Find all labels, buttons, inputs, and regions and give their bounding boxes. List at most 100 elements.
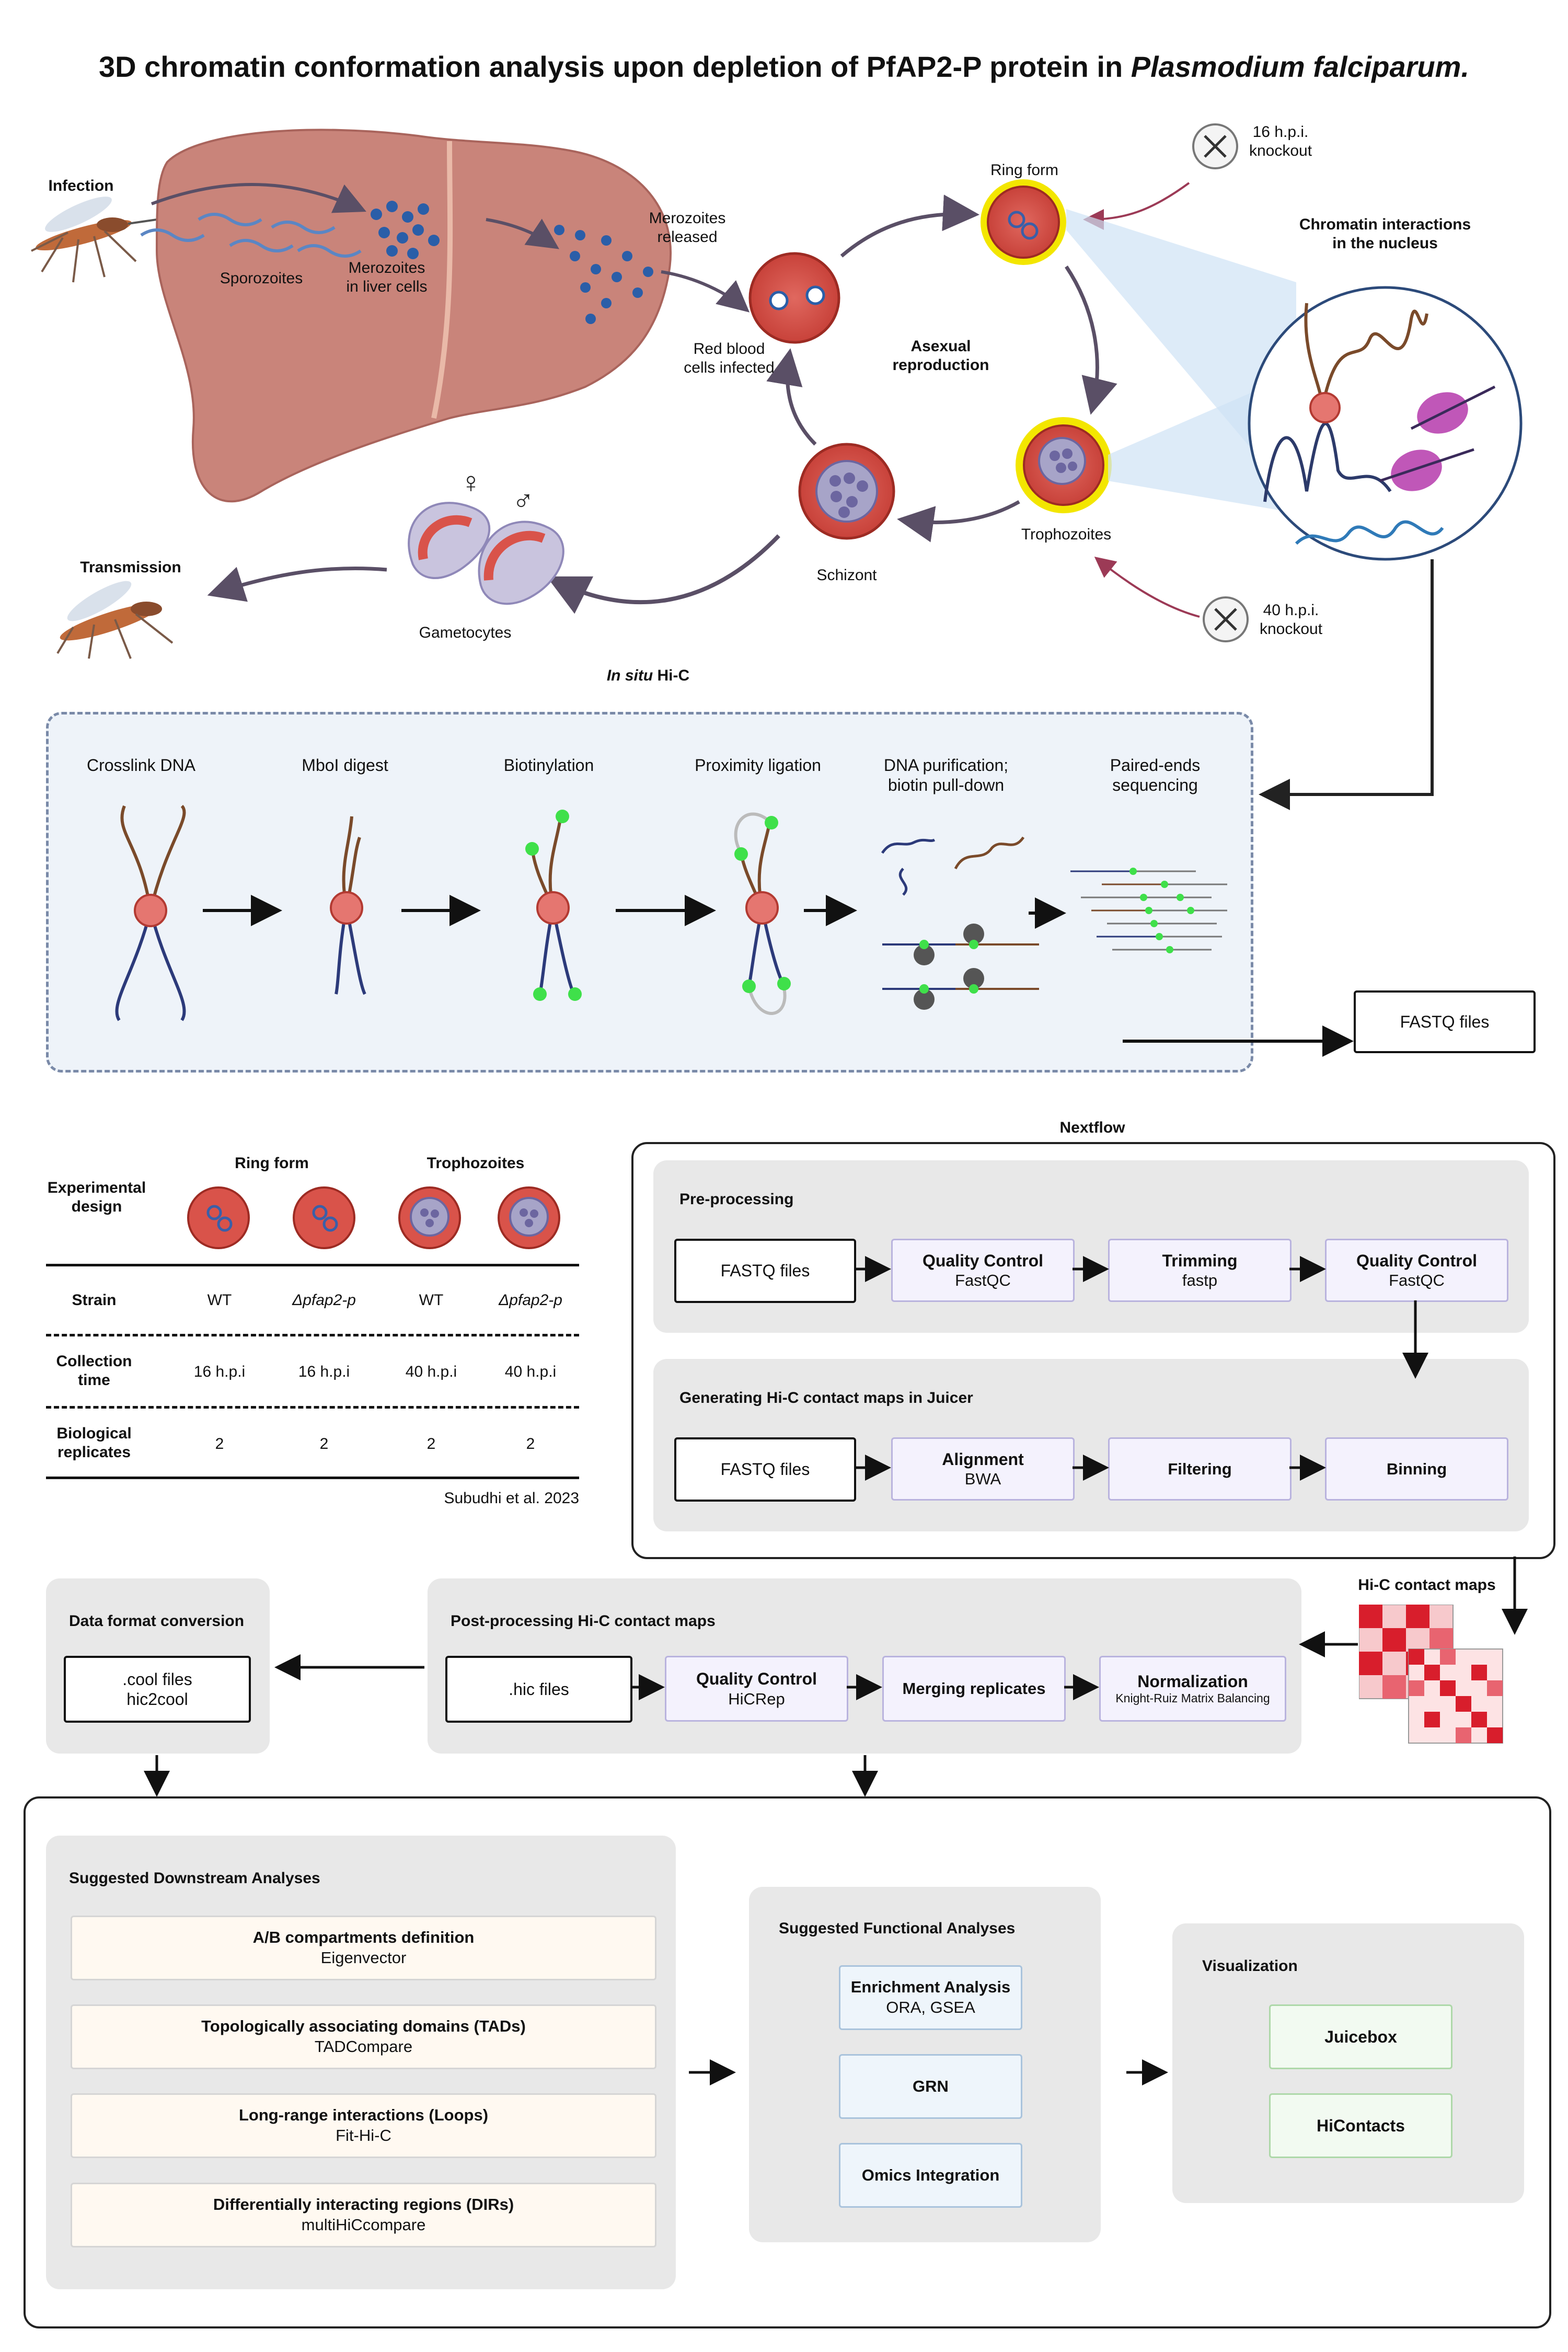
hic-step-2: MboI digest — [302, 756, 388, 775]
visualization-title: Visualization — [1202, 1957, 1298, 1975]
design-row-label-time: Collection time — [56, 1353, 132, 1389]
design-troph-icon-2 — [498, 1186, 560, 1249]
design-row-label-replicates: Biological replicates — [56, 1425, 132, 1461]
nucleus-to-hic-arrow — [1259, 690, 1434, 810]
design-group-troph: Trophozoites — [426, 1155, 525, 1172]
contact-maps-label: Hi-C contact maps — [1358, 1576, 1496, 1594]
downstream-item-tads: Topologically associating domains (TADs)… — [71, 2004, 656, 2069]
knockout-16-icon — [1192, 123, 1238, 169]
label-chromatin: Chromatin interactions in the nucleus — [1299, 216, 1471, 252]
fastq-files-box: FASTQ files — [1354, 990, 1536, 1053]
hic-files-box: .hic files — [445, 1656, 632, 1723]
design-cell: WT — [207, 1292, 232, 1309]
merging-box: Merging replicates — [882, 1656, 1066, 1722]
label-gametocytes: Gametocytes — [419, 624, 512, 641]
design-cell: 40 h.p.i — [504, 1363, 557, 1380]
hic-panel — [46, 712, 1253, 1073]
postprocessing-title: Post-processing Hi-C contact maps — [451, 1612, 716, 1630]
label-trophozoites: Trophozoites — [1021, 526, 1112, 543]
design-cell: 40 h.p.i — [405, 1363, 457, 1380]
cool-files-box: .cool files hic2cool — [64, 1656, 251, 1723]
normalization-box: Normalization Knight-Ruiz Matrix Balancin… — [1099, 1656, 1286, 1722]
functional-item-omics: Omics Integration — [839, 2143, 1022, 2208]
sporozoites-icon — [140, 213, 362, 258]
pre-qc1-box: Quality Control FastQC — [891, 1239, 1075, 1302]
trophozoite-icon — [1016, 417, 1112, 513]
design-cell: Δpfap2-p — [499, 1292, 562, 1309]
downstream-title: Suggested Downstream Analyses — [69, 1870, 320, 1887]
ring-form-icon — [981, 179, 1066, 265]
male-symbol-icon: ♂ — [512, 484, 534, 517]
design-cell: 16 h.p.i — [193, 1363, 246, 1380]
contact-maps-icon — [1359, 1605, 1503, 1744]
downstream-item-loops: Long-range interactions (Loops) Fit-Hi-C — [71, 2093, 656, 2158]
design-group-ring: Ring form — [235, 1155, 309, 1172]
label-sporozoites: Sporozoites — [220, 270, 303, 287]
label-merozoites-liver: Merozoites in liver cells — [346, 259, 428, 295]
juicer-align-box: Alignment BWA — [891, 1437, 1075, 1501]
juicer-filter-box: Filtering — [1108, 1437, 1292, 1501]
label-transmission: Transmission — [80, 559, 181, 576]
design-cell: 2 — [215, 1435, 224, 1452]
hic-step-5: DNA purification; biotin pull-down — [883, 756, 1009, 795]
label-infection: Infection — [48, 177, 114, 194]
nucleus-chromatin-icon — [1248, 286, 1523, 561]
design-citation: Subudhi et al. 2023 — [444, 1490, 579, 1507]
hic-step-6: Paired-ends sequencing — [1110, 756, 1201, 795]
mosquito-infection-icon — [31, 197, 157, 283]
functional-item-grn: GRN — [839, 2054, 1022, 2119]
design-header: Experimental design — [47, 1179, 146, 1215]
page-title: 3D chromatin conformation analysis upon … — [99, 50, 1469, 83]
juicer-binning-box: Binning — [1325, 1437, 1508, 1501]
design-cell-icons — [187, 1186, 560, 1249]
design-cell: WT — [419, 1292, 444, 1309]
design-rule-dash-2 — [46, 1406, 579, 1409]
design-cell: 2 — [319, 1435, 329, 1452]
design-row-label-strain: Strain — [72, 1292, 117, 1309]
design-cell: 2 — [526, 1435, 535, 1452]
visualization-item-hicontacts: HiContacts — [1269, 2093, 1452, 2158]
preprocessing-title: Pre-processing — [679, 1191, 794, 1208]
functional-title: Suggested Functional Analyses — [779, 1920, 1016, 1937]
schizont-icon — [798, 443, 895, 540]
label-rbc-infected: Red blood cells infected — [684, 340, 775, 376]
post-qc-box: Quality Control HiCRep — [665, 1656, 848, 1722]
label-merozoites-released: Merozoites released — [649, 210, 726, 246]
hic-title: In situ Hi-C — [606, 667, 690, 684]
design-troph-icon-1 — [398, 1186, 461, 1249]
functional-item-enrichment: Enrichment Analysis ORA, GSEA — [839, 1965, 1022, 2030]
design-ring-icon-2 — [293, 1186, 355, 1249]
merozoites-liver-icon — [371, 201, 440, 259]
visualization-item-juicebox: Juicebox — [1269, 2004, 1452, 2069]
juicer-fastq-box: FASTQ files — [674, 1437, 856, 1502]
design-cell: 16 h.p.i — [298, 1363, 350, 1380]
label-schizont: Schizont — [816, 567, 877, 584]
juicer-title: Generating Hi-C contact maps in Juicer — [679, 1389, 973, 1406]
label-ko40: 40 h.p.i. knockout — [1259, 602, 1323, 638]
design-rule-dash-1 — [46, 1334, 579, 1336]
hic-steps-illustration — [115, 804, 1354, 1057]
rbc-infected-icon — [748, 252, 840, 344]
label-ring-form: Ring form — [990, 162, 1059, 179]
mosquito-transmission-icon — [56, 581, 174, 659]
design-rule-bottom — [46, 1477, 579, 1479]
hic-step-4: Proximity ligation — [695, 756, 821, 775]
hic-step-3: Biotinylation — [503, 756, 594, 775]
pre-fastq-box: FASTQ files — [674, 1239, 856, 1303]
knockout-40-icon — [1203, 596, 1249, 642]
design-rule-top — [46, 1264, 579, 1266]
label-asexual: Asexual reproduction — [892, 338, 989, 374]
lifecycle-illustration — [31, 123, 1523, 695]
design-cell: Δpfap2-p — [292, 1292, 356, 1309]
merozoites-released-icon — [554, 225, 653, 324]
label-ko16: 16 h.p.i. knockout — [1249, 123, 1312, 159]
female-symbol-icon: ♀ — [460, 466, 482, 499]
conversion-title: Data format conversion — [69, 1612, 245, 1630]
downstream-item-dirs: Differentially interacting regions (DIRs… — [71, 2183, 656, 2247]
gametocytes-icon — [408, 502, 564, 605]
hic-step-1: Crosslink DNA — [86, 756, 196, 775]
design-ring-icon-1 — [187, 1186, 250, 1249]
downstream-item-ab: A/B compartments definition Eigenvector — [71, 1916, 656, 1980]
nextflow-title: Nextflow — [1059, 1119, 1125, 1136]
